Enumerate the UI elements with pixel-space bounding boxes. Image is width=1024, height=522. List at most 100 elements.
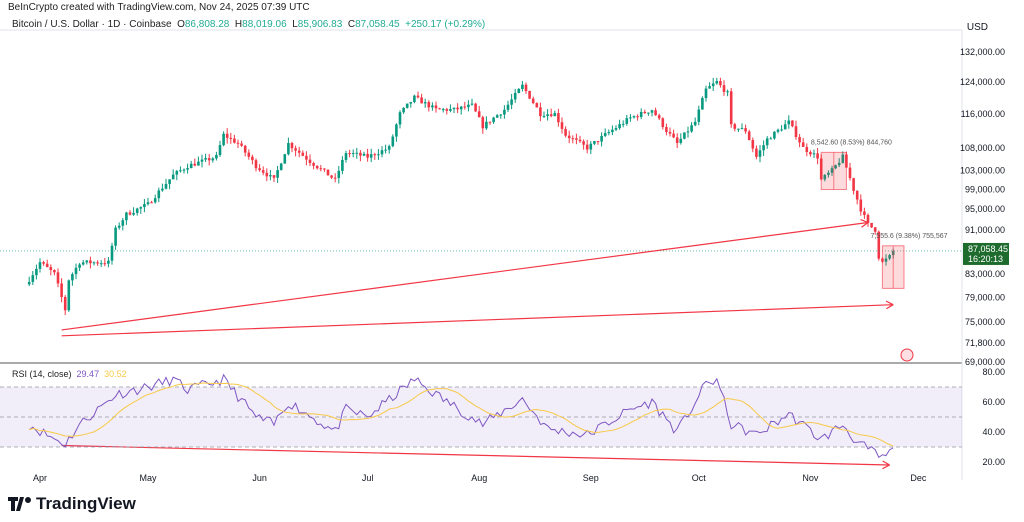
candle-body: [618, 124, 621, 129]
candle-body: [805, 146, 809, 152]
candle-body: [125, 212, 128, 221]
candle-body: [193, 163, 197, 166]
candle-body: [92, 262, 96, 264]
price-tick: 83,000.00: [965, 269, 1005, 279]
candle-body: [809, 151, 812, 155]
candle-body: [578, 139, 582, 142]
candle-body: [791, 120, 794, 127]
candle-body: [571, 138, 575, 140]
candle-body: [391, 136, 395, 147]
candle-body: [85, 260, 89, 263]
date-tick: Nov: [802, 473, 819, 483]
candle-body: [380, 150, 384, 155]
candle-body: [672, 133, 675, 138]
candle-body: [319, 168, 323, 170]
candle-body: [409, 102, 413, 104]
candle-body: [42, 262, 45, 264]
candle-body: [834, 165, 837, 169]
candle-body: [186, 168, 189, 170]
candle-body: [377, 154, 380, 156]
date-tick: Dec: [910, 473, 927, 483]
candle-body: [413, 95, 416, 103]
candle-body: [549, 114, 553, 117]
candle-body: [330, 175, 333, 178]
close-value: 87,058.45: [355, 19, 400, 30]
candle-body: [146, 202, 150, 205]
candle-body: [614, 128, 618, 130]
last-price-badge: [963, 242, 1009, 265]
candle-body: [449, 109, 452, 111]
candle-body: [503, 109, 506, 115]
candle-body: [405, 103, 409, 108]
candle-body: [456, 107, 459, 110]
candle-body: [603, 133, 607, 136]
candle-body: [737, 128, 740, 130]
candle-body: [711, 83, 715, 87]
candle-body: [128, 212, 132, 215]
last-price-value: 87,058.45: [968, 244, 1008, 254]
candle-body: [56, 272, 60, 284]
candle-body: [67, 280, 71, 311]
candle-body: [207, 158, 211, 161]
candle-body: [747, 131, 751, 141]
candle-body: [150, 202, 153, 204]
candle-body: [341, 159, 344, 171]
candle-body: [229, 137, 233, 139]
candle-body: [171, 174, 175, 180]
candle-body: [157, 190, 161, 199]
candle-body: [362, 153, 366, 156]
currency-label[interactable]: USD: [966, 22, 988, 33]
candle-body: [546, 114, 549, 116]
candle-body: [877, 231, 881, 259]
candle-body: [553, 113, 557, 117]
candle-body: [827, 172, 830, 175]
candle-body: [758, 150, 762, 157]
candle-body: [38, 262, 42, 269]
candle-body: [89, 260, 92, 264]
high-label: H: [234, 19, 243, 30]
candle-body: [506, 104, 510, 110]
candle-body: [315, 165, 319, 169]
candle-body: [841, 154, 845, 163]
price-tick: 103,000.00: [960, 166, 1005, 176]
candle-body: [751, 140, 755, 149]
candle-body: [279, 163, 283, 171]
candle-body: [297, 150, 301, 153]
candle-body: [240, 143, 243, 146]
candle-body: [369, 154, 373, 158]
price-range-label: 8,542.60 (8.53%) 844,760: [811, 139, 892, 146]
candle-body: [434, 105, 438, 109]
date-tick: Aug: [471, 473, 487, 483]
symbol-title[interactable]: Bitcoin / U.S. Dollar · 1D · Coinbase: [12, 19, 172, 30]
candle-body: [164, 183, 168, 189]
candle-body: [53, 270, 56, 273]
candle-body: [323, 168, 326, 170]
candle-body: [600, 135, 603, 142]
candle-body: [708, 86, 711, 89]
candle-body: [607, 132, 611, 134]
candle-body: [348, 153, 351, 155]
price-tick: 75,000.00: [965, 317, 1005, 327]
candle-body: [657, 115, 661, 119]
candle-body: [441, 109, 445, 111]
chart-credit: BeInCrypto created with TradingView.com,…: [8, 2, 310, 13]
candle-body: [161, 188, 164, 191]
candle-body: [521, 84, 524, 89]
candle-body: [611, 129, 614, 133]
candle-body: [204, 158, 207, 160]
candle-body: [81, 262, 85, 265]
candle-body: [326, 169, 330, 176]
candle-body: [823, 174, 827, 180]
arrow-head: [860, 219, 869, 224]
candle-body: [769, 138, 773, 140]
brand-name: TradingView: [36, 494, 136, 513]
candle-body: [794, 126, 798, 138]
open-label: O: [177, 19, 185, 30]
candle-body: [308, 159, 312, 164]
candle-body: [780, 129, 783, 131]
tradingview-logo[interactable]: TradingView: [8, 494, 136, 514]
candle-body: [236, 142, 240, 144]
candle-body: [873, 227, 877, 232]
candle-body: [135, 208, 139, 213]
